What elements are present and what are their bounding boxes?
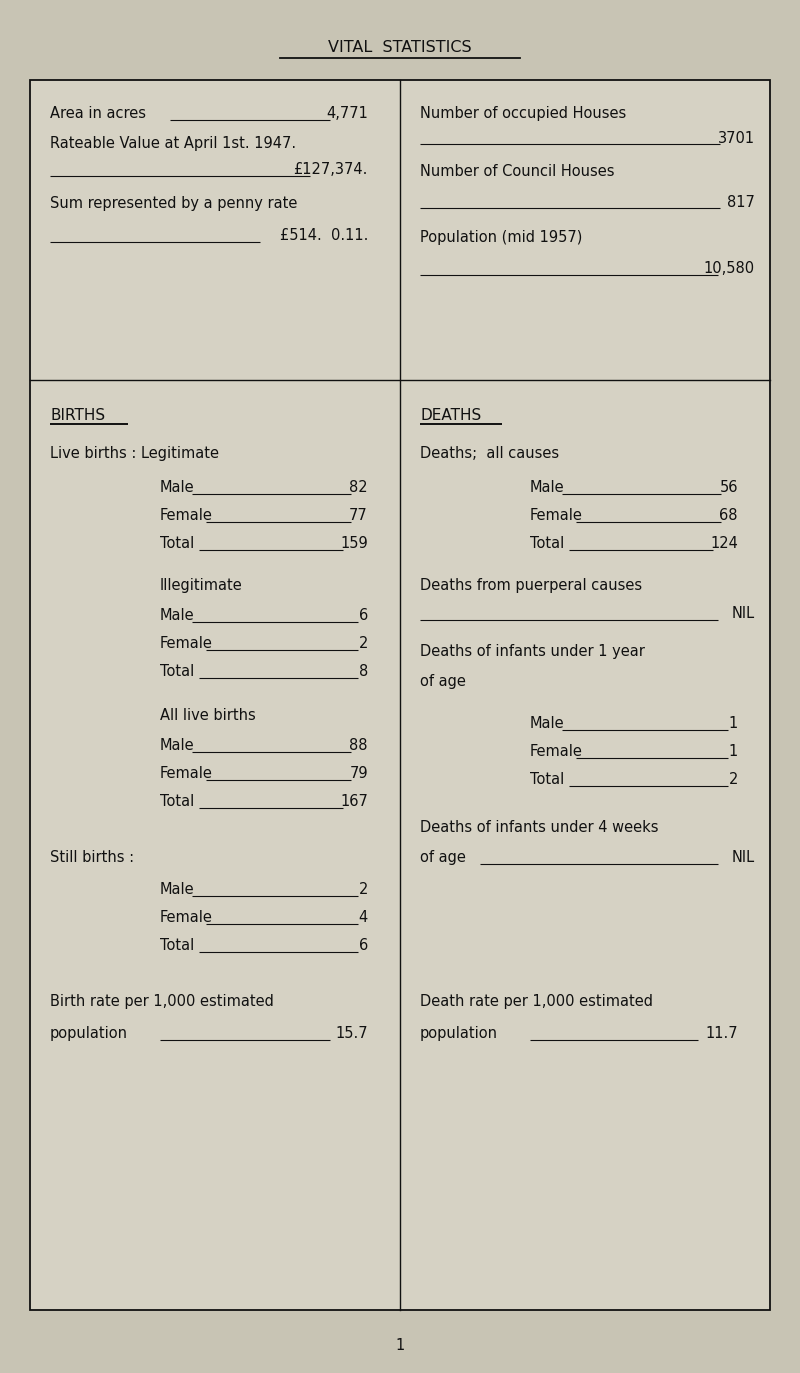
Text: Male: Male xyxy=(160,739,194,752)
Text: population: population xyxy=(50,1026,128,1041)
Text: Male: Male xyxy=(530,481,565,496)
Text: Total: Total xyxy=(160,938,194,953)
Text: of age: of age xyxy=(420,674,466,689)
Text: £127,374.: £127,374. xyxy=(294,162,368,177)
Text: 124: 124 xyxy=(710,535,738,551)
Text: Deaths of infants under 1 year: Deaths of infants under 1 year xyxy=(420,644,645,659)
Text: Still births :: Still births : xyxy=(50,850,134,865)
Text: 6: 6 xyxy=(358,608,368,623)
Text: Sum represented by a penny rate: Sum represented by a penny rate xyxy=(50,196,298,211)
Text: Number of occupied Houses: Number of occupied Houses xyxy=(420,106,626,121)
Text: DEATHS: DEATHS xyxy=(420,408,482,423)
Text: NIL: NIL xyxy=(732,605,755,621)
Text: 88: 88 xyxy=(350,739,368,752)
Text: Male: Male xyxy=(160,608,194,623)
Text: 3701: 3701 xyxy=(718,130,755,146)
Text: Live births : Legitimate: Live births : Legitimate xyxy=(50,446,219,461)
Text: Total: Total xyxy=(160,794,194,809)
Text: Death rate per 1,000 estimated: Death rate per 1,000 estimated xyxy=(420,994,653,1009)
Text: Female: Female xyxy=(160,910,213,925)
Text: 68: 68 xyxy=(719,508,738,523)
Text: 82: 82 xyxy=(350,481,368,496)
Text: 1: 1 xyxy=(395,1339,405,1352)
Text: 6: 6 xyxy=(358,938,368,953)
Text: Male: Male xyxy=(160,881,194,897)
Text: Total: Total xyxy=(530,772,564,787)
Text: 167: 167 xyxy=(340,794,368,809)
Text: 2: 2 xyxy=(729,772,738,787)
Text: Female: Female xyxy=(160,508,213,523)
Text: BIRTHS: BIRTHS xyxy=(50,408,105,423)
Text: Deaths of infants under 4 weeks: Deaths of infants under 4 weeks xyxy=(420,820,658,835)
Text: Total: Total xyxy=(160,535,194,551)
Text: All live births: All live births xyxy=(160,708,256,724)
Text: 1: 1 xyxy=(729,744,738,759)
Text: 8: 8 xyxy=(358,665,368,680)
Text: Rateable Value at April 1st. 1947.: Rateable Value at April 1st. 1947. xyxy=(50,136,296,151)
Text: 77: 77 xyxy=(350,508,368,523)
Bar xyxy=(30,80,770,1310)
Text: NIL: NIL xyxy=(732,850,755,865)
Text: Female: Female xyxy=(160,636,213,651)
Text: 4: 4 xyxy=(358,910,368,925)
Text: 2: 2 xyxy=(358,881,368,897)
Text: 10,580: 10,580 xyxy=(704,261,755,276)
Text: Female: Female xyxy=(530,508,583,523)
Text: 159: 159 xyxy=(340,535,368,551)
Text: VITAL  STATISTICS: VITAL STATISTICS xyxy=(328,40,472,55)
Text: Deaths;  all causes: Deaths; all causes xyxy=(420,446,559,461)
Text: Male: Male xyxy=(530,715,565,730)
Text: Total: Total xyxy=(530,535,564,551)
Text: Male: Male xyxy=(160,481,194,496)
Text: Number of Council Houses: Number of Council Houses xyxy=(420,163,614,178)
Text: Female: Female xyxy=(530,744,583,759)
Text: Population (mid 1957): Population (mid 1957) xyxy=(420,231,582,244)
Text: 15.7: 15.7 xyxy=(335,1026,368,1041)
Text: Illegitimate: Illegitimate xyxy=(160,578,242,593)
Text: Birth rate per 1,000 estimated: Birth rate per 1,000 estimated xyxy=(50,994,274,1009)
Text: £514.  0.11.: £514. 0.11. xyxy=(280,228,368,243)
Text: of age: of age xyxy=(420,850,466,865)
Text: Female: Female xyxy=(160,766,213,781)
Text: 79: 79 xyxy=(350,766,368,781)
Text: 4,771: 4,771 xyxy=(326,106,368,121)
Text: 56: 56 xyxy=(719,481,738,496)
Text: Total: Total xyxy=(160,665,194,680)
Text: 817: 817 xyxy=(727,195,755,210)
Text: 2: 2 xyxy=(358,636,368,651)
Text: 1: 1 xyxy=(729,715,738,730)
Text: Deaths from puerperal causes: Deaths from puerperal causes xyxy=(420,578,642,593)
Text: 11.7: 11.7 xyxy=(706,1026,738,1041)
Text: population: population xyxy=(420,1026,498,1041)
Text: Area in acres: Area in acres xyxy=(50,106,146,121)
